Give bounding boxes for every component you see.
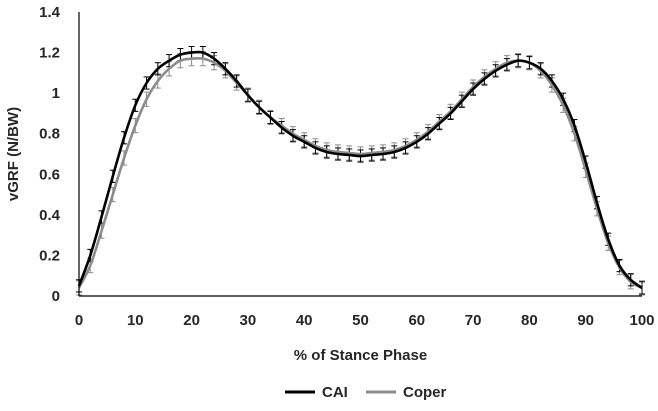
series-lines [77,50,643,290]
x-tick-label: 30 [240,312,257,329]
x-tick-label: 60 [408,312,425,329]
x-tick-label: 90 [577,312,594,329]
cai-series-line [77,50,643,289]
x-tick-label: 80 [521,312,538,329]
x-tick-label: 70 [465,312,482,329]
x-tick-label: 50 [352,312,369,329]
y-tick-label: 0.6 [39,166,60,183]
y-tick-label: 0.4 [39,207,61,224]
coper-series-line [77,56,643,290]
x-tick-label: 20 [183,312,200,329]
coper-error-bars [76,51,645,296]
y-tick-label: 1 [52,85,60,102]
x-tick-label: 10 [127,312,144,329]
y-tick-label: 1.2 [39,45,60,62]
y-axis-title: vGRF (N/BW) [5,107,22,201]
x-axis-title: % of Stance Phase [294,347,427,364]
legend: CAI Coper [285,384,447,401]
legend-label-coper: Coper [403,384,447,401]
y-tick-label: 0 [52,288,60,305]
y-tick-label: 1.4 [39,4,61,21]
cai-error-bars [76,45,645,295]
x-tick-label: 100 [629,312,654,329]
x-tick-label: 0 [75,312,83,329]
x-tick-label: 40 [296,312,313,329]
y-tick-label: 0.2 [39,247,60,264]
error-bars [76,45,645,296]
legend-label-cai: CAI [322,384,348,401]
y-tick-label: 0.8 [39,126,60,143]
axis-ticks: 0 10 20 30 40 50 60 70 80 90 100 0 0.2 0.4 0.6 0.8 1 1.2 1… [39,4,654,329]
